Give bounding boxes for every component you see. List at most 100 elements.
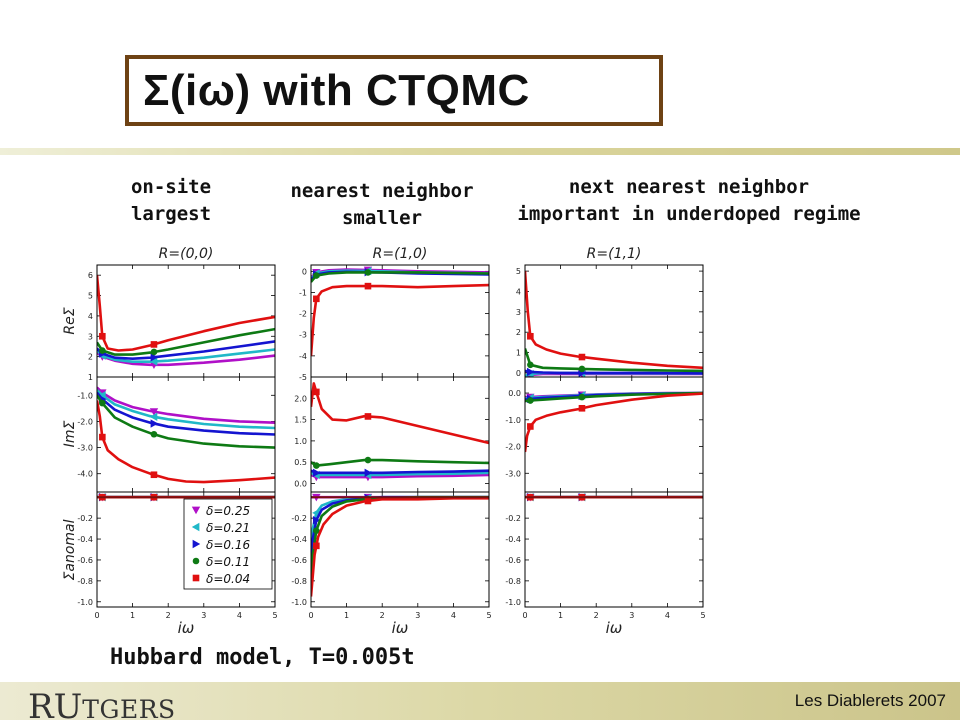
y-tick-label: 2 <box>88 353 93 362</box>
data-marker <box>578 404 586 412</box>
y-tick-label: 2 <box>516 328 521 337</box>
series-line-5 <box>97 400 275 484</box>
data-marker <box>578 393 586 401</box>
panel-r1-c1: 0.0 0.5 1.0 1.5 2.0 <box>294 376 490 493</box>
panel-frame <box>310 491 490 608</box>
x-tick-label: 0 <box>522 611 527 620</box>
x-tick-label: 5 <box>700 611 705 620</box>
data-marker <box>313 527 320 534</box>
caption-nearest-neighbor: nearest neighbor smaller <box>272 178 492 232</box>
series-group <box>525 391 703 453</box>
x-tick-label: 2 <box>166 611 171 620</box>
y-tick-label: -1.0 <box>291 598 307 607</box>
data-marker <box>149 357 158 366</box>
y-tick-label: -0.8 <box>291 577 307 586</box>
caption-onsite: on-site largest <box>96 174 246 228</box>
row-axis-label: ImΣ <box>62 421 78 448</box>
data-marker <box>312 468 321 478</box>
y-tick-label: -0.4 <box>505 535 521 544</box>
column-r-label: R=(1,1) <box>587 246 642 262</box>
panel-r2-c1: -1.0 -0.8 -0.6 -0.4 -0.2 0 1 2 3 4 5 <box>291 491 492 620</box>
series-line-5 <box>311 382 489 445</box>
rutgers-logo: RUTGERS <box>28 687 176 727</box>
panel-frame <box>524 491 704 608</box>
caption-next-nearest-neighbor: next nearest neighbor important in under… <box>494 174 884 228</box>
series-line-5 <box>311 496 489 597</box>
caption-nnn-line1: next nearest neighbor <box>568 176 810 198</box>
y-tick-label: 0.0 <box>294 479 307 488</box>
data-marker <box>364 282 372 290</box>
y-tick-label: -2.0 <box>505 443 521 452</box>
series-group <box>311 382 489 482</box>
y-tick-label: 0.0 <box>508 389 521 398</box>
x-tick-label: 5 <box>486 611 491 620</box>
series-group <box>525 271 703 377</box>
row-axis-label: Σanomal <box>62 519 78 580</box>
data-marker <box>364 413 372 420</box>
panel-r2-c2: -1.0 -0.8 -0.6 -0.4 -0.2 0 1 2 3 4 5 <box>505 491 706 620</box>
y-tick-label: -3.0 <box>77 444 93 453</box>
caption-nn-line1: nearest neighbor <box>290 180 474 202</box>
x-tick-label: 2 <box>380 611 385 620</box>
y-tick-label: 5 <box>88 292 93 301</box>
y-tick-label: -0.4 <box>77 535 93 544</box>
panel-r1-c2: -3.0 -2.0 -1.0 0.0 <box>505 376 704 493</box>
x-tick-label: 5 <box>272 611 277 620</box>
data-marker <box>364 497 372 505</box>
y-tick-label: 2.0 <box>294 394 307 403</box>
y-tick-label: -2.0 <box>77 417 93 426</box>
column-r-label: R=(1,0) <box>373 246 428 262</box>
data-marker <box>527 332 534 340</box>
x-tick-label: 3 <box>629 611 634 620</box>
x-tick-label: 3 <box>201 611 206 620</box>
data-marker <box>99 433 106 441</box>
y-tick-label: -0.2 <box>77 514 93 523</box>
y-tick-label: 1.5 <box>294 416 307 425</box>
y-tick-label: -0.8 <box>505 577 521 586</box>
legend-marker <box>192 539 201 549</box>
y-tick-label: -1.0 <box>77 598 93 607</box>
data-marker <box>313 462 320 469</box>
y-tick-label: -1.0 <box>505 416 521 425</box>
y-tick-label: -0.6 <box>77 556 93 565</box>
y-tick-label: -3 <box>299 331 307 340</box>
data-marker <box>150 341 158 348</box>
series-line-5 <box>525 271 703 370</box>
caption-onsite-line2: largest <box>130 203 212 225</box>
x-tick-label: 2 <box>594 611 599 620</box>
series-line-2 <box>311 495 489 561</box>
data-marker <box>99 332 106 340</box>
series-line-3 <box>97 340 275 361</box>
data-marker <box>150 471 158 479</box>
data-marker <box>150 419 159 428</box>
row-axis-label: ReΣ <box>62 307 78 334</box>
y-tick-label: 6 <box>88 271 93 280</box>
series-group <box>311 266 489 356</box>
y-tick-label: -0.6 <box>505 556 521 565</box>
series-line-4 <box>311 458 489 467</box>
x-tick-label: 0 <box>94 611 99 620</box>
x-axis-label: iω <box>392 619 409 637</box>
caption-onsite-line1: on-site <box>130 176 212 198</box>
column-r-label: R=(0,0) <box>159 246 214 262</box>
series-line-2 <box>97 389 275 430</box>
panel-r0-c1: -5 -4 -3 -2 -1 0 <box>299 264 490 382</box>
data-marker <box>149 412 158 422</box>
y-tick-label: 5 <box>516 267 521 276</box>
y-tick-label: -0.2 <box>505 514 521 523</box>
x-tick-label: 3 <box>415 611 420 620</box>
series-group <box>97 386 275 484</box>
data-marker <box>364 468 373 478</box>
series-group <box>311 493 489 597</box>
panel-r2-c0: -1.0 -0.8 -0.6 -0.4 -0.2 0 1 2 3 4 5 <box>77 491 278 620</box>
data-marker <box>149 408 159 416</box>
x-tick-label: 0 <box>308 611 313 620</box>
series-line-4 <box>97 394 275 449</box>
data-marker <box>313 272 320 279</box>
series-line-4 <box>97 327 275 356</box>
series-group <box>97 275 275 369</box>
x-axis-label: iω <box>606 619 623 637</box>
panel-frame <box>96 491 276 608</box>
data-marker <box>99 347 106 354</box>
